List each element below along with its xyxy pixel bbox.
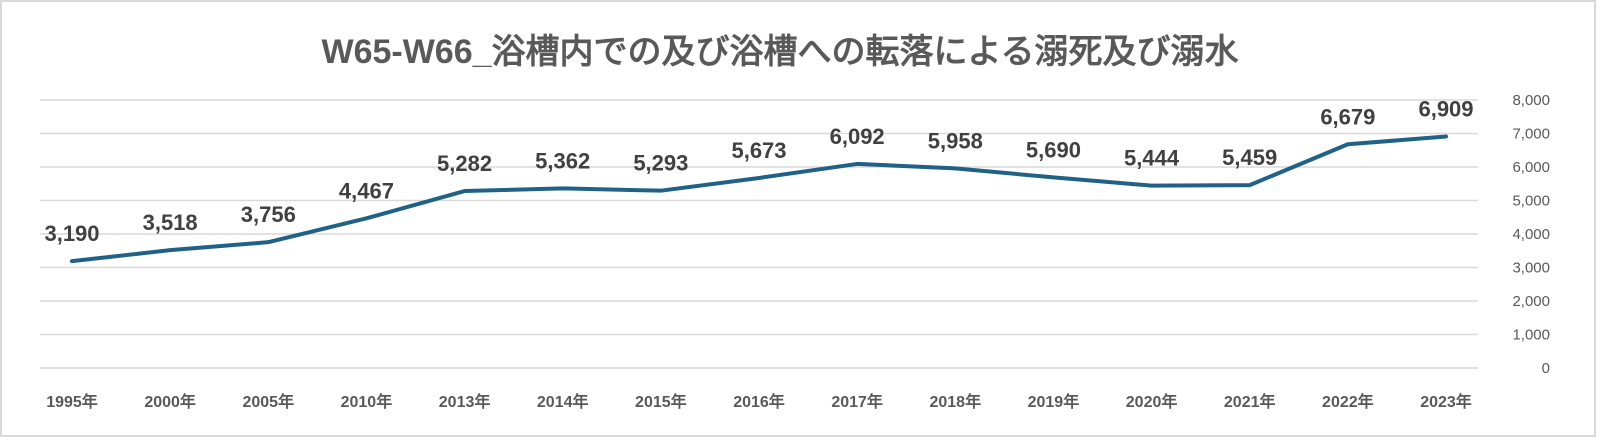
x-tick-label: 2015年 — [635, 392, 687, 411]
x-tick-label: 2017年 — [831, 392, 883, 411]
x-tick-label: 2000年 — [144, 392, 196, 411]
x-tick-label: 2016年 — [733, 392, 785, 411]
x-tick-label: 2014年 — [537, 392, 589, 411]
gridlines — [40, 99, 1478, 369]
data-label: 5,958 — [928, 128, 983, 153]
x-tick-label: 2020年 — [1126, 392, 1178, 411]
data-labels: 3,190 3,518 3,756 4,467 5,282 5,362 5,293 5,673… — [44, 97, 1473, 247]
data-label: 6,909 — [1418, 97, 1473, 122]
data-label: 5,690 — [1026, 137, 1081, 162]
y-axis: 0 1,000 2,000 3,000 4,000 5,000 6,000 7,000 8,00… — [1512, 92, 1550, 377]
y-tick-label: 4,000 — [1512, 226, 1550, 243]
y-tick-label: 1,000 — [1512, 327, 1550, 344]
y-tick-label: 2,000 — [1512, 293, 1550, 310]
data-label: 3,190 — [44, 221, 99, 246]
x-tick-label: 1995年 — [46, 392, 98, 411]
y-tick-label: 3,000 — [1512, 260, 1550, 277]
data-label: 5,444 — [1124, 146, 1180, 171]
data-label: 5,282 — [437, 151, 492, 176]
data-label: 3,518 — [143, 210, 198, 235]
data-label: 3,756 — [241, 202, 296, 227]
x-tick-label: 2019年 — [1028, 392, 1080, 411]
y-tick-label: 8,000 — [1512, 92, 1550, 109]
data-label: 5,459 — [1222, 145, 1277, 170]
y-tick-label: 0 — [1542, 360, 1550, 377]
series-line — [70, 134, 1448, 264]
y-tick-label: 5,000 — [1512, 193, 1550, 210]
data-label: 6,092 — [830, 124, 885, 149]
data-label: 4,467 — [339, 178, 394, 203]
x-tick-label: 2010年 — [341, 392, 393, 411]
data-label: 6,679 — [1320, 104, 1375, 129]
x-tick-label: 2005年 — [242, 392, 294, 411]
x-axis: 1995年 2000年 2005年 2010年 2013年 2014年 2015年 2016年… — [46, 392, 1472, 411]
x-tick-label: 2023年 — [1420, 392, 1472, 411]
data-label: 5,673 — [731, 138, 786, 163]
x-tick-label: 2022年 — [1322, 392, 1374, 411]
data-label: 5,293 — [633, 151, 688, 176]
x-tick-label: 2021年 — [1224, 392, 1276, 411]
y-tick-label: 6,000 — [1512, 159, 1550, 176]
data-label: 5,362 — [535, 148, 590, 173]
x-tick-label: 2013年 — [439, 392, 491, 411]
chart-title: W65-W66_浴槽内での及び浴槽への転落による溺死及び溺水 — [321, 33, 1239, 71]
y-tick-label: 7,000 — [1512, 126, 1550, 143]
x-tick-label: 2018年 — [929, 392, 981, 411]
